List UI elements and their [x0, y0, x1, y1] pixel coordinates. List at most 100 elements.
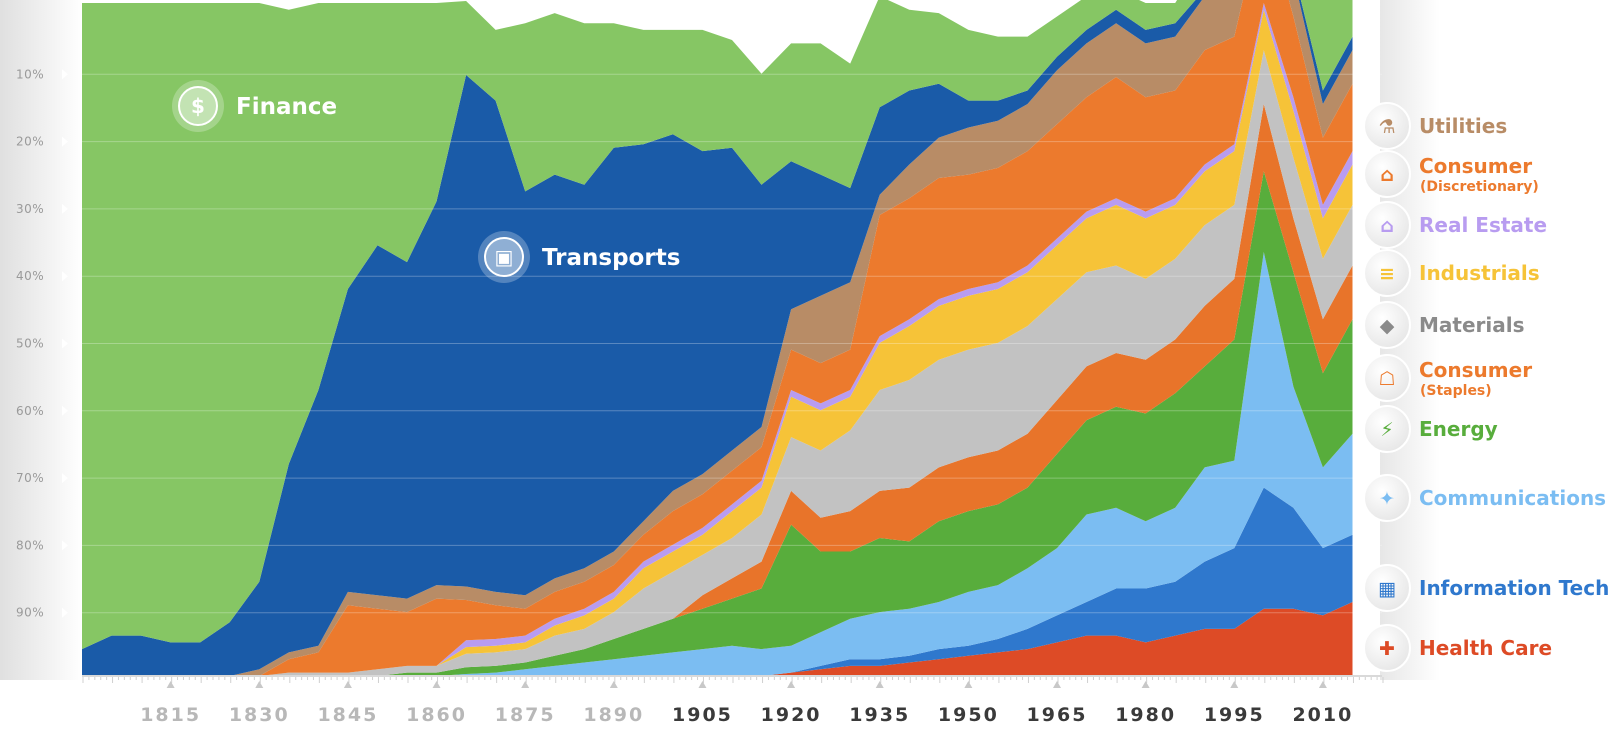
- x-tick-marker: [1053, 681, 1061, 688]
- legend-icon-glyph: ⚡: [1380, 419, 1393, 441]
- callout-label: Finance: [236, 94, 337, 120]
- left-margin-shade: [0, 0, 82, 680]
- x-tick-marker: [698, 681, 707, 688]
- area-communications: [82, 252, 1353, 676]
- legend-item-real-estate: ⌂ Real Estate: [1363, 201, 1547, 249]
- industry-icon: [1363, 249, 1411, 297]
- legend-icon-glyph: ⚗: [1378, 116, 1395, 138]
- y-tick-marker: [62, 405, 68, 416]
- y-tick-label: 20%: [16, 135, 44, 149]
- x-tick-marker: [255, 681, 264, 688]
- satellite-icon: [1363, 474, 1411, 522]
- x-tick-label: 1920: [761, 704, 822, 726]
- y-tick-label: 10%: [16, 67, 44, 81]
- y-tick-marker: [62, 203, 68, 214]
- area-materials: [82, 50, 1353, 677]
- x-tick-marker: [609, 681, 618, 688]
- area-health-care: [82, 602, 1353, 676]
- x-tick-label: 1995: [1204, 704, 1265, 726]
- legend-item-utilities: ⚗ Utilities: [1363, 102, 1507, 150]
- x-tick-marker: [875, 681, 884, 688]
- legend: ⚗ Utilities⌂ Consumer(Discretionary)⌂ Real …: [1363, 102, 1609, 672]
- legend-sublabel: (Discretionary): [1420, 179, 1539, 195]
- cross-icon: [1363, 624, 1411, 672]
- money-bag-icon: [178, 86, 218, 126]
- y-tick-label: 90%: [16, 606, 44, 620]
- train-icon: [484, 237, 524, 277]
- callout-transports: ▣ Transports: [478, 231, 680, 283]
- y-tick-label: 60%: [16, 404, 44, 418]
- x-tick-marker: [1141, 681, 1150, 688]
- y-tick-marker: [62, 473, 68, 484]
- legend-item-industrials: ≡ Industrials: [1363, 249, 1540, 297]
- callout-icon-glyph: ▣: [495, 245, 514, 269]
- cart-icon: [1363, 354, 1411, 402]
- legend-icon-glyph: ☖: [1378, 368, 1395, 390]
- y-tick-marker: [62, 69, 68, 80]
- legend-label: Information Tech: [1419, 576, 1609, 600]
- x-tick-marker: [432, 681, 441, 688]
- x-tick-label: 1860: [406, 704, 467, 726]
- area-industrials: [82, 9, 1353, 676]
- area-energy: [82, 171, 1353, 677]
- legend-item-information-tech: ▦ Information Tech: [1363, 564, 1609, 612]
- y-tick-label: 80%: [16, 538, 44, 552]
- legend-item-consumer-staples: ☖ Consumer(Staples): [1363, 354, 1532, 402]
- legend-label: Energy: [1419, 417, 1498, 441]
- y-tick-marker: [62, 136, 68, 147]
- house-icon: [1363, 201, 1411, 249]
- legend-item-materials: ◆ Materials: [1363, 301, 1525, 349]
- x-tick-label: 1935: [849, 704, 910, 726]
- legend-icon-glyph: ◆: [1380, 315, 1395, 337]
- x-tick-label: 1950: [938, 704, 999, 726]
- legend-label: Communications: [1419, 486, 1606, 510]
- x-tick-marker: [964, 681, 973, 688]
- legend-label: Utilities: [1419, 114, 1507, 138]
- legend-icon-glyph: ✦: [1379, 488, 1395, 510]
- area-layers: [82, 0, 1353, 677]
- x-tick-label: 1875: [495, 704, 556, 726]
- diamond-icon: [1363, 301, 1411, 349]
- legend-label: Consumer: [1419, 358, 1532, 382]
- lightning-icon: [1363, 405, 1411, 453]
- legend-item-consumer-discretionary: ⌂ Consumer(Discretionary): [1363, 150, 1539, 198]
- x-tick-marker: [166, 681, 175, 688]
- chip-icon: [1363, 564, 1411, 612]
- x-tick-label: 1830: [229, 704, 290, 726]
- y-tick-marker: [62, 271, 68, 282]
- x-tick-marker: [343, 681, 352, 688]
- y-tick-label: 50%: [16, 337, 44, 351]
- legend-label: Materials: [1419, 313, 1525, 337]
- x-tick-label: 1980: [1115, 704, 1176, 726]
- area-information-tech: [82, 487, 1353, 676]
- legend-item-energy: ⚡ Energy: [1363, 405, 1498, 453]
- area-transports: [82, 0, 1353, 676]
- legend-icon-glyph: ⌂: [1380, 164, 1394, 186]
- faucet-icon: [1363, 102, 1411, 150]
- legend-icon-glyph: ▦: [1378, 578, 1396, 600]
- x-tick-marker: [521, 681, 530, 688]
- legend-icon-glyph: ✚: [1379, 638, 1395, 660]
- y-tick-label: 70%: [16, 471, 44, 485]
- y-tick-marker: [62, 338, 68, 349]
- x-tick-label: 1845: [317, 704, 378, 726]
- legend-icon-glyph: ⌂: [1380, 215, 1394, 237]
- y-tick-marker: [62, 607, 68, 618]
- y-tick-marker: [62, 540, 68, 551]
- legend-item-communications: ✦ Communications: [1363, 474, 1606, 522]
- x-tick-label: 1965: [1027, 704, 1088, 726]
- factory-icon: [1363, 150, 1411, 198]
- area-finance: [82, 0, 1353, 650]
- x-tick-label: 1905: [672, 704, 733, 726]
- y-axis: 10% 20% 30% 40% 50% 60% 70% 80% 90%: [16, 67, 68, 620]
- x-axis: 1815 1830 1845 1860 1875 1890 1905 1920 1935 1950…: [82, 675, 1384, 726]
- callout-label: Transports: [542, 245, 680, 271]
- gridlines: [82, 73, 1382, 614]
- legend-label: Consumer: [1419, 154, 1532, 178]
- x-tick-label: 1890: [583, 704, 644, 726]
- legend-item-health-care: ✚ Health Care: [1363, 624, 1552, 672]
- callout-icon-glyph: $: [191, 94, 205, 118]
- legend-label: Industrials: [1419, 261, 1540, 285]
- area-callouts: $ Finance ▣ Transports: [172, 80, 680, 283]
- area-consumer-discretionary: [82, 0, 1353, 676]
